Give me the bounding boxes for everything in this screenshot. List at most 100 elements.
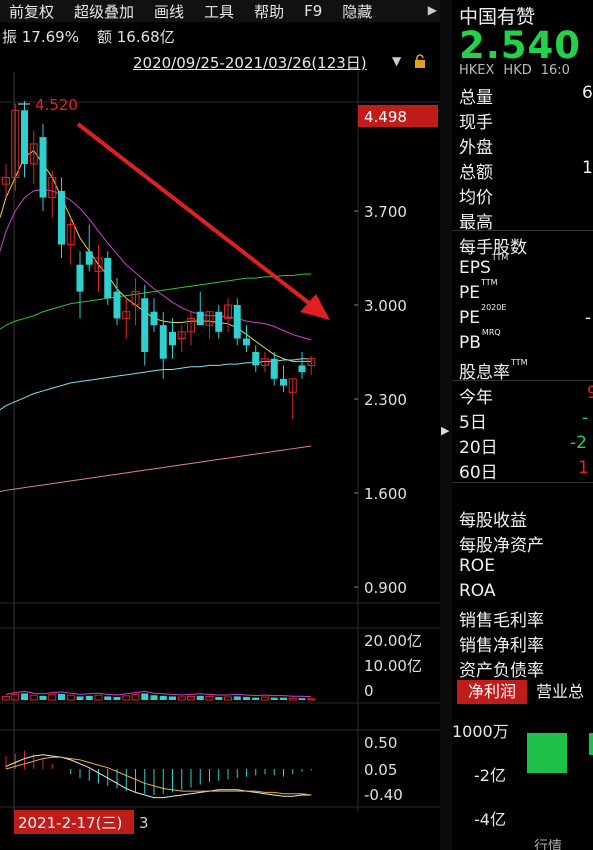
- quote-time: 16:0: [540, 63, 570, 78]
- candle-body: [205, 311, 214, 326]
- volume-bar: [288, 697, 297, 701]
- volume-axis-label: 20.00亿: [364, 632, 422, 650]
- quote-row-label: 最高: [459, 213, 493, 233]
- volume-bar: [76, 696, 84, 700]
- stock-name: 中国有赞: [459, 6, 536, 28]
- candle-body: [288, 378, 297, 393]
- macd-panel: [5, 750, 312, 799]
- chart-toolbar: 前复权 超级叠加 画线 工具 帮助 F9 隐藏 ▶: [0, 0, 440, 22]
- toolbar-tools-button[interactable]: 工具: [204, 2, 235, 21]
- info-line: 振 17.69% 额 16.68亿: [0, 24, 440, 46]
- metric-row: 股息率TTM: [459, 358, 528, 383]
- kline-chart[interactable]: 3.700 3.000 2.300 1.600 0.900 20.00亿 10.00亿 0 0.…: [0, 72, 440, 850]
- tab-revenue[interactable]: 营业总: [536, 682, 585, 701]
- metric-superscript: TTM: [491, 253, 509, 263]
- candle-body: [159, 325, 167, 359]
- perf-value: 1: [578, 458, 589, 478]
- current-price-tag: [358, 105, 438, 127]
- candle-body: [76, 264, 84, 292]
- quote-row-label: 均价: [459, 188, 493, 208]
- candle-body: [104, 258, 112, 299]
- metric-row: PETTM: [459, 278, 498, 303]
- quote-row-value: 6: [582, 83, 593, 103]
- quote-row-label: 现手: [459, 113, 493, 133]
- tab-net-profit[interactable]: 净利润: [457, 680, 527, 704]
- price-axis-label: 3.700: [364, 203, 407, 221]
- candle-body: [141, 298, 149, 352]
- candle-body: [58, 190, 65, 245]
- stock-price: 2.540: [459, 24, 582, 67]
- mini-chart-label-mid: -2亿: [474, 766, 506, 785]
- perf-value: -2: [570, 433, 587, 453]
- candle-body: [85, 251, 93, 265]
- volume-bar: [29, 694, 38, 701]
- candle-body: [66, 223, 75, 246]
- toolbar-draw-button[interactable]: 画线: [154, 2, 185, 21]
- toolbar-hide-button[interactable]: 隐藏: [342, 2, 373, 21]
- mini-chart-footer: 行情: [534, 839, 562, 850]
- toolbar-overlay-button[interactable]: 超级叠加: [74, 2, 135, 21]
- candle-body: [243, 338, 250, 346]
- volume-bar: [159, 695, 167, 700]
- price-axis-label: 1.600: [364, 485, 407, 503]
- volume-bar: [122, 695, 131, 701]
- volume-bar: [187, 695, 195, 701]
- toolbar-adjust-button[interactable]: 前复权: [9, 2, 55, 21]
- volume-bar: [66, 694, 75, 701]
- metric-label: PE: [459, 283, 480, 303]
- finance-tabs: 净利润 营业总: [452, 680, 593, 706]
- volume-bar: [270, 697, 278, 700]
- volume-bar: [215, 697, 223, 700]
- volume-bar: [298, 698, 306, 700]
- finance-label: 销售净利率: [459, 636, 544, 656]
- volume-bar: [39, 695, 47, 700]
- volume-bar: [307, 698, 316, 701]
- mini-chart-bar: [589, 733, 593, 755]
- divider-line: [452, 482, 593, 483]
- finance-label: ROA: [459, 581, 496, 601]
- panel-divider[interactable]: ▶: [440, 0, 452, 850]
- toolbar-help-button[interactable]: 帮助: [254, 2, 285, 21]
- perf-label: 60日: [459, 463, 498, 483]
- candle-body: [94, 257, 103, 272]
- candle-body: [122, 311, 131, 319]
- metric-label: PE: [459, 308, 480, 328]
- candle-body: [215, 311, 223, 332]
- volume-bar: [104, 696, 112, 700]
- triangle-down-icon[interactable]: ▼: [392, 54, 402, 68]
- candle-body: [29, 143, 38, 165]
- volume-bar: [85, 695, 93, 700]
- finance-label: 销售毛利率: [459, 611, 544, 631]
- candle-body: [48, 176, 57, 199]
- metric-superscript: TTM: [481, 278, 498, 288]
- candle-body: [224, 304, 232, 319]
- macd-dif-line: [5, 754, 312, 799]
- volume-bar: [243, 697, 250, 700]
- candles: [2, 100, 316, 420]
- volume-bar: [131, 694, 140, 701]
- quote-row-label: 外盘: [459, 138, 493, 158]
- lock-icon[interactable]: [414, 54, 426, 68]
- finance-label: 每股净资产: [459, 536, 544, 556]
- volume-bar: [233, 696, 241, 700]
- volume-bar: [141, 693, 149, 700]
- date-range-link[interactable]: 2020/09/25-2021/03/26(123日): [133, 54, 367, 72]
- metric-row: 每手股数: [459, 233, 528, 258]
- candle-body: [2, 176, 10, 185]
- metric-label: PB: [459, 333, 481, 353]
- volume-bar: [21, 693, 28, 700]
- finance-label: ROE: [459, 556, 495, 576]
- candle-body: [233, 305, 241, 339]
- candle-body: [196, 311, 204, 326]
- quote-row-value: 1: [582, 158, 593, 178]
- volume-bar: [2, 695, 10, 701]
- triangle-right-icon[interactable]: ▶: [441, 424, 450, 437]
- toolbar-f9-button[interactable]: F9: [304, 2, 323, 20]
- volume-axis-label: 0: [364, 682, 374, 700]
- volume-axis-label: 10.00亿: [364, 657, 422, 675]
- volume-bar: [169, 696, 176, 700]
- quote-row-label: 总量: [459, 88, 493, 108]
- range-line: 2020/09/25-2021/03/26(123日) ▼: [0, 50, 440, 72]
- candle-body: [113, 291, 121, 319]
- triangle-right-icon[interactable]: ▶: [427, 3, 437, 17]
